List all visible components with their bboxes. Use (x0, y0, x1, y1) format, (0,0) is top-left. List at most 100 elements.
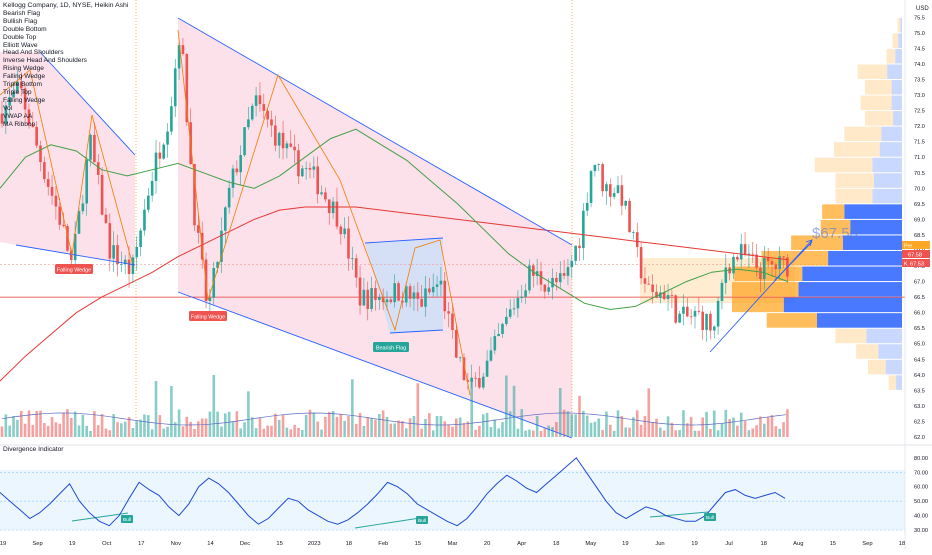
candle-body (243, 127, 246, 156)
indicator-item[interactable]: Double Bottom (3, 25, 47, 33)
candle-body (16, 81, 19, 92)
candle-body (562, 273, 566, 276)
indicator-item[interactable]: Falling Wedge (3, 73, 46, 81)
candle-body (609, 184, 612, 197)
volume-profile-row (895, 48, 902, 64)
volume-bar (535, 415, 539, 437)
volume-bar (420, 428, 423, 437)
candle-body (135, 247, 139, 258)
candle-body (193, 163, 196, 226)
candle-body (8, 97, 11, 106)
indicator-item[interactable]: MA Ribbon (3, 120, 36, 128)
candle-body (539, 271, 543, 285)
time-tick-label: 20 (484, 541, 490, 547)
candle-body (385, 299, 389, 303)
volume-bar (85, 425, 88, 437)
volume-bar (347, 416, 350, 437)
volume-bar (239, 428, 242, 437)
volume-bar (728, 419, 731, 437)
candle-body (304, 168, 308, 169)
volume-bar (786, 409, 789, 437)
volume-bar (170, 385, 173, 437)
indicator-item[interactable]: Bearish Flag (3, 9, 41, 17)
volume-bar (31, 424, 35, 437)
volume-bar (204, 418, 208, 437)
candle-body (224, 207, 227, 231)
bull-badge-2 (416, 516, 428, 524)
volume-bar (782, 422, 785, 437)
candle-body (316, 166, 319, 195)
volume-profile-row (834, 142, 880, 157)
candle-body (89, 134, 92, 160)
volume-bar (701, 417, 704, 437)
volume-bar (466, 421, 470, 437)
bull-divergence-line-1 (71, 512, 129, 522)
indicator-item[interactable]: VWAP AA (3, 112, 33, 120)
candle-body (154, 152, 158, 181)
indicator-item[interactable]: Vol (3, 104, 13, 112)
price-tick-label: 62.5 (914, 420, 925, 426)
candle-body (597, 164, 601, 165)
volume-bar (528, 429, 531, 437)
volume-bar (304, 414, 308, 437)
candle-body (39, 145, 42, 163)
indicator-item[interactable]: Triple Bottom (3, 81, 42, 89)
candle-body (689, 316, 693, 318)
candle-body (524, 290, 527, 297)
volume-bar (659, 427, 662, 437)
candle-body (216, 261, 219, 269)
volume-profile-row (842, 235, 902, 250)
indicator-item[interactable]: Triple Top (3, 88, 32, 96)
time-tick-label: Nov (171, 541, 181, 547)
volume-bar (193, 428, 196, 437)
candle-body (420, 298, 423, 307)
candle-body (378, 297, 381, 300)
candle-body (724, 267, 728, 283)
volume-profile-row (897, 17, 901, 33)
volume-bar (200, 418, 204, 437)
candle-body (85, 159, 88, 204)
indicator-item[interactable]: Double Top (3, 33, 37, 41)
volume-bar (62, 412, 65, 437)
time-tick-label: 19 (691, 541, 697, 547)
osc-tick-label: 30.00 (914, 528, 928, 534)
volume-bar (227, 411, 231, 437)
indicator-item[interactable]: Inverse Head And Shoulders (3, 57, 87, 65)
candle-body (770, 261, 774, 265)
price-tick-label: 65.5 (914, 326, 925, 332)
volume-bar (747, 430, 751, 437)
elliott-wave-2 (177, 29, 471, 396)
candle-body (474, 377, 477, 379)
ma-fast-line (0, 128, 789, 311)
volume-bar (508, 411, 512, 437)
candle-body (362, 289, 366, 306)
volume-profile-row (865, 80, 892, 95)
indicator-item[interactable]: Rising Wedge (3, 65, 44, 73)
volume-profile-row (732, 297, 784, 313)
candle-body (470, 377, 473, 382)
volume-bar (381, 410, 385, 437)
indicator-item[interactable]: Bullish Flag (3, 17, 38, 25)
indicator-item[interactable]: Falling Wedge (3, 96, 46, 104)
price-label-pre-bg (902, 241, 930, 249)
candle-body (651, 284, 654, 292)
candle-body (709, 313, 712, 331)
volume-bar (35, 411, 38, 437)
candle-body (520, 296, 524, 298)
flag-upper-line (364, 237, 444, 244)
price-tick-label: 66.0 (914, 311, 925, 317)
indicator-item[interactable]: Head And Shoulders (3, 49, 64, 57)
candle-body (354, 258, 358, 278)
candle-body (670, 295, 674, 296)
indicator-item[interactable]: Elliott Wave (3, 41, 38, 49)
volume-profile-row (900, 17, 902, 33)
volume-bar (8, 425, 11, 437)
candle-body (585, 202, 589, 211)
volume-bar (254, 428, 258, 437)
volume-bar (135, 420, 139, 437)
volume-profile-row (856, 344, 879, 359)
candle-body (162, 144, 165, 159)
volume-bar (243, 422, 246, 437)
